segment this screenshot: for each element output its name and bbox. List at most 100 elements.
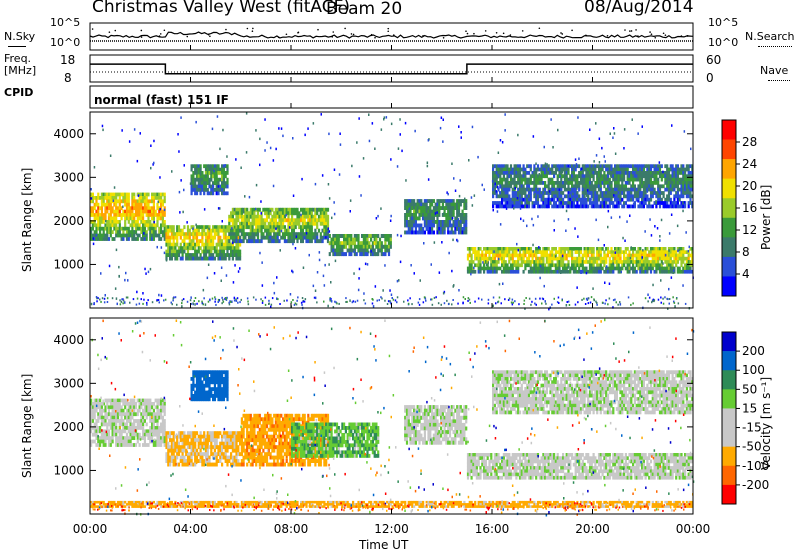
heat-cell xyxy=(341,244,344,249)
heat-cell xyxy=(425,199,428,203)
heat-cell xyxy=(509,266,513,271)
heat-speck xyxy=(456,239,459,243)
heat-cell xyxy=(206,177,209,182)
heat-cell xyxy=(181,239,184,244)
heat-cell xyxy=(676,194,679,199)
noise-point xyxy=(442,36,445,39)
heat-cell xyxy=(107,422,111,427)
heat-cell xyxy=(660,197,663,202)
heat-cell xyxy=(565,177,568,182)
heat-speck xyxy=(532,173,535,176)
heat-cell xyxy=(588,266,592,271)
heat-cell xyxy=(465,216,468,221)
heat-cell xyxy=(91,233,94,238)
heat-speck xyxy=(561,254,564,258)
heat-cell xyxy=(231,235,234,240)
heat-cell xyxy=(217,235,220,240)
heat-cell xyxy=(188,239,191,244)
noise-point xyxy=(297,31,299,34)
heat-cell xyxy=(100,209,103,214)
heat-cell xyxy=(443,223,446,228)
heat-cell xyxy=(208,256,211,261)
heat-cell xyxy=(520,184,523,189)
heat-speck xyxy=(113,186,116,189)
heat-cell xyxy=(97,196,100,200)
heat-cell xyxy=(633,174,636,179)
heat-cell xyxy=(102,237,105,241)
heat-cell xyxy=(201,181,204,185)
heat-cell xyxy=(364,237,367,242)
heat-cell xyxy=(361,234,364,238)
heat-cell xyxy=(375,234,378,238)
heat-cell xyxy=(314,211,317,216)
heat-speck xyxy=(264,118,266,121)
heat-cell xyxy=(556,256,559,261)
heat-cell xyxy=(538,181,541,185)
heat-speck xyxy=(314,289,317,292)
heat-cell xyxy=(592,174,595,179)
heat-speck xyxy=(605,265,608,268)
heat-cell xyxy=(131,223,134,228)
heat-cell xyxy=(95,402,98,406)
heat-cell xyxy=(470,266,473,271)
heat-cell xyxy=(673,167,676,172)
heat-cell xyxy=(569,177,572,182)
heat-ground-speck xyxy=(170,301,172,304)
heat-cell xyxy=(617,181,620,185)
heat-cell xyxy=(237,211,240,216)
heat-cell xyxy=(560,260,563,264)
heat-cell xyxy=(425,220,428,224)
heat-cell xyxy=(239,239,242,244)
noise-search-label: N.Search xyxy=(745,30,795,43)
heat-cell xyxy=(508,197,511,202)
heat-cell xyxy=(592,263,595,268)
heat-speck xyxy=(357,288,360,292)
heat-cell xyxy=(203,242,206,247)
heat-cell xyxy=(511,177,514,182)
heat-cell xyxy=(210,246,213,251)
heat-cell xyxy=(215,177,218,182)
heat-cell xyxy=(118,196,121,200)
heat-cell xyxy=(217,191,220,196)
heat-cell xyxy=(623,191,626,195)
heat-cell xyxy=(233,218,236,223)
heat-cell xyxy=(554,263,557,268)
heat-cell xyxy=(271,228,274,233)
heat-cell xyxy=(560,194,563,199)
heat-cell xyxy=(667,167,671,172)
heat-cell xyxy=(312,221,315,226)
heat-ground-speck xyxy=(156,299,158,302)
heat-ground-speck xyxy=(290,301,293,304)
heat-ground-speck xyxy=(211,297,214,300)
heat-cell xyxy=(605,204,608,209)
heat-cell xyxy=(246,214,249,219)
heat-cell xyxy=(106,230,109,234)
heat-cell xyxy=(219,225,222,230)
heat-speck xyxy=(248,195,251,199)
heat-cell xyxy=(675,194,678,199)
heat-cell xyxy=(447,230,450,235)
noise-point xyxy=(158,35,161,37)
heat-cell xyxy=(185,235,188,240)
heat-cell xyxy=(122,192,125,197)
heat-cell xyxy=(249,239,252,244)
heat-cell xyxy=(475,263,478,268)
heat-cell xyxy=(213,188,216,192)
heat-speck xyxy=(613,127,615,130)
heat-ground-speck xyxy=(495,302,497,305)
heat-cell xyxy=(651,253,654,258)
heat-cell xyxy=(100,199,103,204)
heat-cell xyxy=(199,256,202,261)
heat-cell xyxy=(226,164,229,169)
heat-speck xyxy=(159,207,161,211)
heat-speck xyxy=(255,207,257,211)
heat-cell xyxy=(527,263,531,268)
heat-cell xyxy=(151,192,154,197)
heat-cell xyxy=(413,199,416,203)
heat-speck xyxy=(333,201,335,204)
heat-speck xyxy=(339,143,342,146)
heat-cell xyxy=(258,214,261,219)
heat-speck xyxy=(626,220,628,223)
heat-speck xyxy=(144,267,146,271)
